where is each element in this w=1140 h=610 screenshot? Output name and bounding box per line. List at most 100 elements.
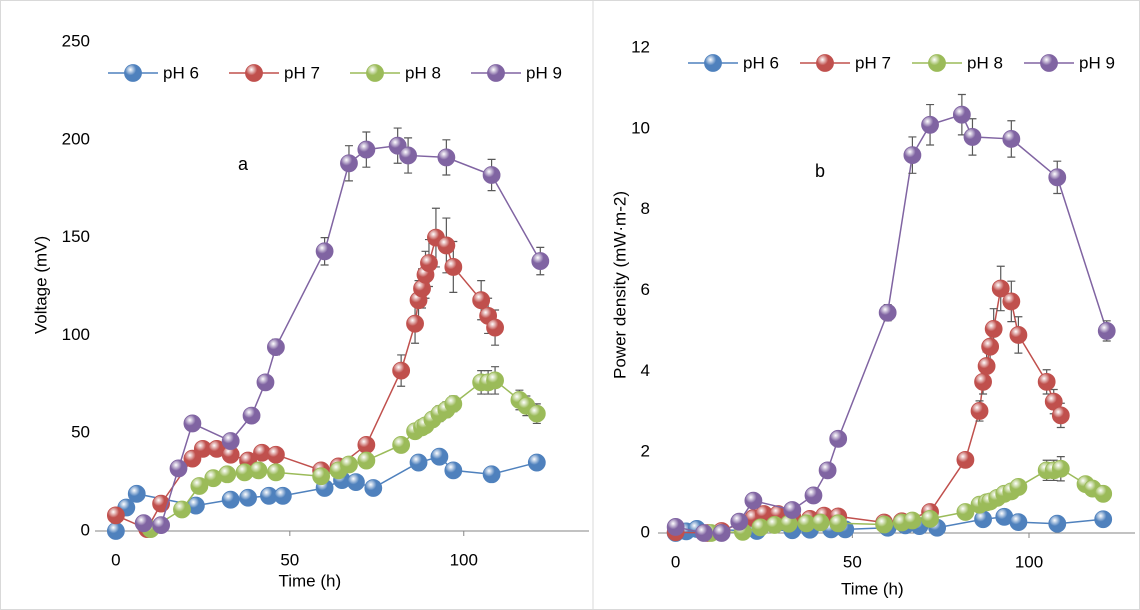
marker (1002, 130, 1021, 148)
marker (273, 486, 292, 505)
marker (406, 314, 424, 333)
legend-marker (704, 54, 722, 72)
annotation: a (238, 154, 249, 174)
marker (695, 524, 713, 542)
legend-marker (928, 54, 946, 72)
legend-label: pH 6 (743, 53, 779, 72)
legend-marker (1040, 54, 1058, 72)
marker (482, 166, 501, 184)
y-tick-label: 4 (641, 361, 650, 380)
marker (875, 515, 894, 534)
marker (218, 465, 237, 484)
marker (152, 516, 170, 535)
y-tick-label: 100 (62, 325, 90, 344)
marker (486, 318, 504, 337)
y-tick-label: 2 (641, 442, 650, 461)
marker (482, 465, 501, 484)
marker (437, 148, 456, 167)
y-tick-label: 8 (641, 199, 650, 218)
marker (444, 258, 463, 276)
marker (392, 436, 411, 454)
x-tick-label: 0 (111, 550, 120, 569)
legend-marker (124, 64, 142, 82)
y-axis-title: Voltage (mV) (31, 236, 50, 334)
marker (267, 338, 285, 357)
x-tick-label: 50 (843, 552, 862, 571)
marker (1097, 322, 1116, 340)
marker (437, 236, 456, 255)
marker (183, 414, 202, 433)
marker (956, 450, 975, 469)
y-tick-label: 0 (81, 520, 90, 539)
marker (173, 500, 191, 519)
marker (221, 490, 240, 509)
marker (1048, 514, 1067, 533)
marker (712, 524, 731, 542)
marker (531, 252, 550, 270)
marker (811, 513, 830, 532)
marker (221, 432, 240, 450)
marker (249, 461, 268, 480)
marker (984, 319, 1003, 338)
marker (956, 503, 975, 521)
marker (242, 406, 261, 425)
marker (974, 372, 992, 391)
marker (127, 484, 146, 503)
marker (134, 514, 153, 533)
x-axis-title: Time (h) (278, 571, 341, 590)
legend-label: pH 8 (405, 63, 441, 82)
marker (315, 242, 334, 261)
marker (239, 488, 257, 507)
marker (829, 429, 848, 448)
marker (409, 453, 428, 472)
marker (152, 494, 170, 513)
x-tick-label: 100 (450, 550, 478, 569)
y-tick-label: 10 (631, 118, 650, 137)
marker (921, 115, 939, 134)
y-tick-label: 12 (631, 37, 650, 56)
marker (970, 402, 989, 420)
marker (420, 254, 438, 272)
y-tick-label: 50 (71, 423, 90, 442)
marker (730, 512, 749, 531)
marker (347, 473, 365, 492)
marker (1048, 168, 1067, 187)
marker (903, 146, 922, 165)
marker (340, 455, 358, 474)
marker (190, 477, 209, 495)
legend-label: pH 9 (526, 63, 562, 82)
marker (1037, 372, 1056, 391)
marker (974, 510, 992, 529)
marker (340, 154, 358, 173)
legend-label: pH 6 (163, 63, 199, 82)
marker (952, 105, 971, 124)
marker (430, 447, 449, 466)
marker (364, 479, 383, 497)
legend-label: pH 7 (855, 53, 891, 72)
marker (666, 518, 685, 536)
marker (106, 506, 125, 525)
marker (744, 491, 763, 510)
x-tick-label: 50 (280, 550, 299, 569)
marker (106, 522, 125, 540)
y-tick-label: 200 (62, 129, 90, 148)
series-line (143, 144, 541, 526)
marker (486, 371, 504, 390)
marker (1009, 513, 1028, 531)
y-tick-label: 250 (62, 31, 90, 50)
marker (392, 361, 411, 380)
marker (981, 337, 1000, 356)
marker (169, 459, 188, 478)
legend-label: pH 8 (967, 53, 1003, 72)
marker (903, 511, 922, 530)
y-tick-label: 0 (641, 522, 650, 541)
y-tick-label: 6 (641, 280, 650, 299)
x-axis-title: Time (h) (841, 579, 904, 598)
marker (357, 451, 376, 470)
marker (878, 303, 897, 322)
marker (1051, 459, 1070, 478)
marker (991, 279, 1010, 298)
marker (357, 436, 376, 454)
y-tick-label: 150 (62, 227, 90, 246)
